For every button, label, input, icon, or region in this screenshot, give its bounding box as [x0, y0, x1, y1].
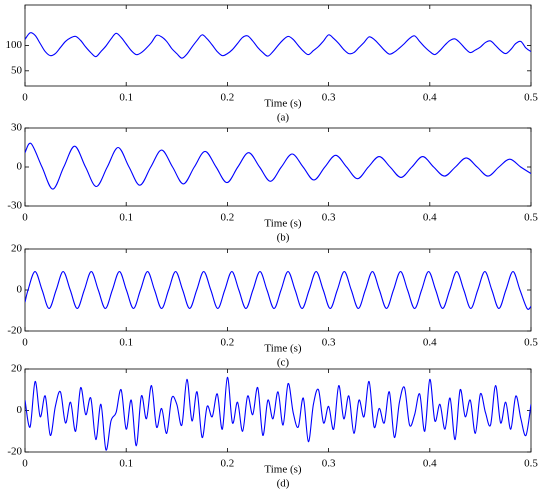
axes-box: [24, 248, 532, 332]
x-tick-label: 0.4: [423, 337, 437, 349]
x-axis-label: Time (s): [264, 98, 302, 110]
x-axis-label: Time (s): [264, 218, 302, 230]
x-tick-label: 0.3: [322, 212, 336, 224]
caption: (a): [277, 112, 290, 124]
subplot: 0 0.1 0.2 0.3 0.4 0.5 50 100 Time (s) (a): [6, 4, 538, 124]
x-tick-label: 0: [22, 212, 28, 224]
caption: (b): [277, 232, 290, 244]
x-tick-label: 0.5: [524, 337, 538, 349]
x-tick-label: 0.2: [221, 337, 235, 349]
x-tick-label: 0.5: [524, 212, 538, 224]
x-tick-label: 0.1: [119, 212, 133, 224]
y-tick-label: 0: [17, 284, 23, 296]
x-tick-label: 0: [22, 337, 28, 349]
x-axis-label: Time (s): [264, 464, 302, 476]
y-tick-label: 20: [11, 363, 23, 375]
y-tick-label: 0: [17, 404, 23, 416]
signal-line: [25, 270, 531, 310]
y-tick-label: 30: [11, 122, 23, 134]
signal-line: [25, 376, 531, 451]
x-tick-label: 0.4: [423, 458, 437, 470]
x-tick-label: 0: [22, 458, 28, 470]
y-tick-label: -30: [7, 200, 22, 212]
x-tick-label: 0.3: [322, 92, 336, 104]
y-tick-label: 0: [17, 161, 23, 173]
x-tick-label: 0: [22, 92, 28, 104]
x-tick-label: 0.1: [119, 92, 133, 104]
x-tick-label: 0.2: [221, 92, 235, 104]
signal-line: [25, 142, 531, 190]
caption: (c): [277, 357, 290, 369]
x-tick-label: 0.5: [524, 92, 538, 104]
x-tick-label: 0.2: [221, 212, 235, 224]
x-tick-label: 0.2: [221, 458, 235, 470]
x-tick-label: 0.5: [524, 458, 538, 470]
x-tick-label: 0.1: [119, 458, 133, 470]
y-tick-label: 50: [11, 64, 23, 76]
caption: (d): [277, 478, 290, 490]
x-tick-label: 0.3: [322, 337, 336, 349]
signal-line: [25, 32, 531, 59]
x-tick-label: 0.4: [423, 92, 437, 104]
x-tick-label: 0.1: [119, 337, 133, 349]
y-tick-label: 100: [6, 39, 23, 51]
y-tick-label: -20: [7, 325, 22, 337]
x-axis-label: Time (s): [264, 343, 302, 355]
y-tick-label: 20: [11, 243, 23, 255]
x-tick-label: 0.4: [423, 212, 437, 224]
x-tick-label: 0.3: [322, 458, 336, 470]
y-tick-label: -20: [7, 446, 22, 458]
